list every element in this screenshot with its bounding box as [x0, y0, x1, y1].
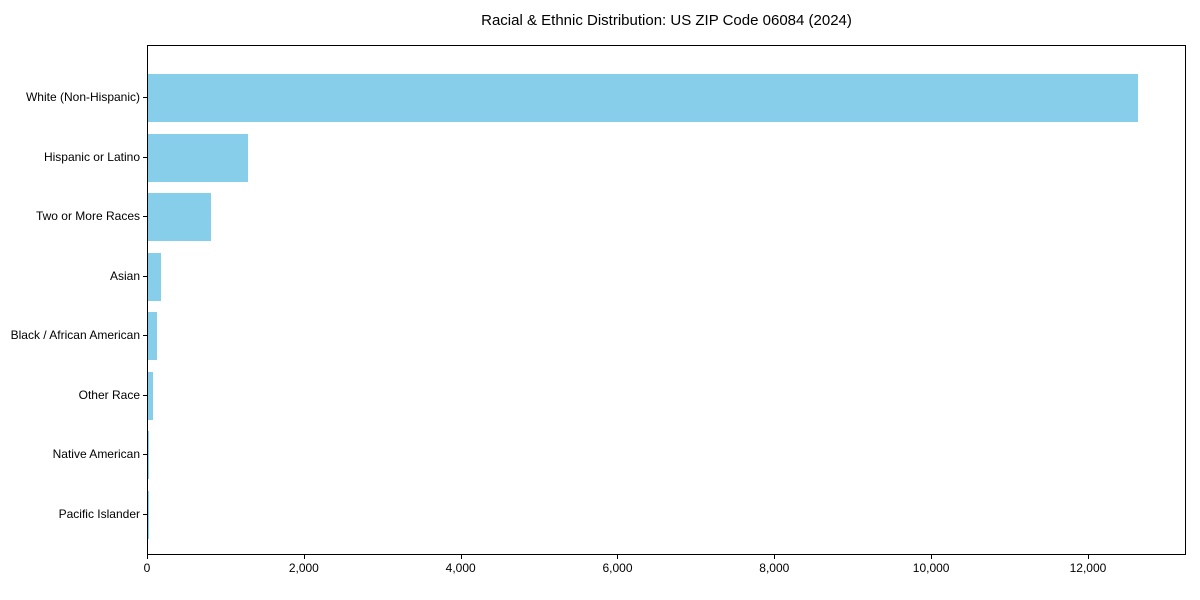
- bar-white-non-hispanic: [148, 74, 1138, 122]
- y-tick-label-asian: Asian: [109, 268, 140, 283]
- x-tick-mark: [1087, 555, 1089, 559]
- y-tick-label-black-african-american: Black / African American: [10, 328, 140, 343]
- bar-hispanic-or-latino: [148, 133, 248, 182]
- x-tick-label-0: 0: [143, 561, 151, 575]
- x-tick-label-6-000: 6,000: [602, 561, 633, 575]
- x-tick-label-10-000: 10,000: [912, 561, 950, 575]
- plot-area: [147, 45, 1186, 555]
- y-tick-mark: [143, 335, 147, 337]
- x-tick-mark: [147, 555, 148, 559]
- x-tick-mark: [460, 555, 462, 559]
- bar-pacific-islander: [148, 490, 149, 539]
- y-tick-label-hispanic-or-latino: Hispanic or Latino: [43, 149, 140, 164]
- y-tick-mark: [143, 97, 147, 98]
- y-tick-label-white-non-hispanic: White (Non-Hispanic): [25, 90, 140, 104]
- chart-title: Racial & Ethnic Distribution: US ZIP Cod…: [481, 12, 852, 29]
- bar-native-american: [148, 431, 149, 480]
- bar-asian: [148, 252, 162, 301]
- y-tick-label-other-race: Other Race: [78, 387, 140, 402]
- x-tick-label-4-000: 4,000: [445, 561, 476, 575]
- y-tick-mark: [143, 275, 147, 277]
- x-tick-mark: [774, 555, 776, 559]
- x-tick-mark: [617, 555, 619, 559]
- y-tick-mark: [143, 513, 147, 515]
- y-tick-label-native-american: Native American: [52, 447, 140, 462]
- y-tick-mark: [143, 156, 147, 158]
- bar-other-race: [148, 371, 153, 420]
- y-tick-mark: [143, 394, 147, 396]
- y-tick-label-two-or-more-races: Two or More Races: [35, 209, 140, 224]
- x-tick-label-2-000: 2,000: [288, 561, 319, 575]
- x-tick-label-8-000: 8,000: [759, 561, 790, 575]
- y-tick-label-pacific-islander: Pacific Islander: [58, 506, 140, 521]
- bar-two-or-more-races: [148, 193, 211, 242]
- y-tick-mark: [143, 216, 147, 218]
- x-tick-mark: [931, 555, 933, 559]
- y-tick-mark: [143, 454, 147, 456]
- x-tick-label-12-000: 12,000: [1069, 561, 1107, 575]
- x-tick-mark: [303, 555, 305, 559]
- bar-black-african-american: [148, 312, 158, 361]
